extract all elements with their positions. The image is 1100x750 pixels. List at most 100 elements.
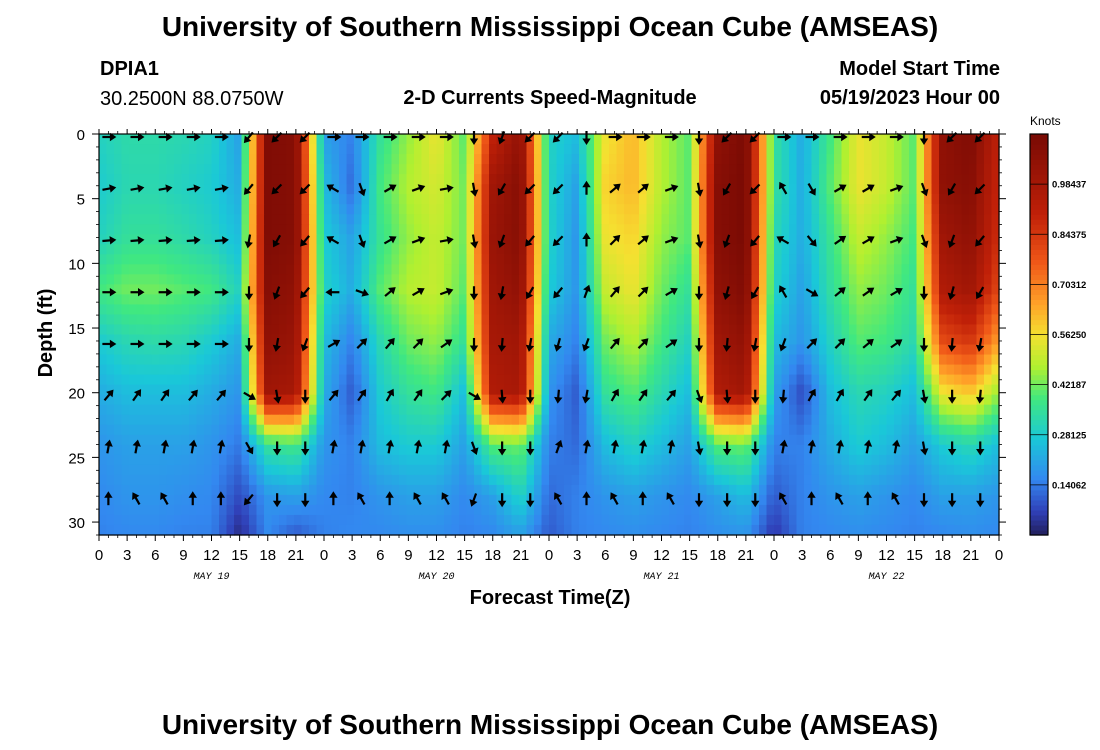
heatmap-cell — [159, 254, 168, 265]
heatmap-cell — [264, 154, 273, 165]
heatmap-cell — [399, 344, 408, 356]
heatmap-cell — [804, 264, 813, 275]
current-arrow — [103, 389, 114, 402]
heatmap-cell — [879, 414, 888, 426]
heatmap-cell — [249, 184, 258, 195]
heatmap-cell — [856, 244, 865, 255]
heatmap-cell — [946, 314, 955, 326]
heatmap-cell — [376, 194, 385, 205]
heatmap-cell — [841, 204, 850, 215]
heatmap-cell — [226, 224, 235, 235]
heatmap-cell — [421, 464, 430, 476]
heatmap-cell — [481, 274, 490, 285]
heatmap-cell — [264, 514, 273, 526]
heatmap-cell — [916, 144, 925, 155]
heatmap-cell — [129, 154, 138, 165]
heatmap-cell — [114, 474, 123, 486]
heatmap-cell — [264, 334, 273, 346]
heatmap-cell — [496, 304, 505, 316]
heatmap-cell — [616, 464, 625, 476]
heatmap-cell — [676, 334, 685, 346]
heatmap-cell — [414, 344, 423, 356]
heatmap-cell — [526, 324, 535, 336]
heatmap-cell — [376, 284, 385, 295]
heatmap-cell — [309, 434, 318, 446]
heatmap-cell — [436, 194, 445, 205]
current-arrow — [439, 132, 454, 142]
current-arrow — [889, 236, 904, 244]
heatmap-cell — [189, 394, 198, 406]
heatmap-cell — [736, 494, 745, 506]
heatmap-cell — [781, 524, 790, 536]
heatmap-cell — [174, 454, 183, 466]
heatmap-cell — [804, 454, 813, 466]
heatmap-cell — [804, 134, 813, 145]
heatmap-cell — [451, 444, 460, 456]
heatmap-cell — [136, 464, 145, 476]
heatmap-cell — [909, 254, 918, 265]
heatmap-cell — [549, 484, 558, 496]
heatmap-cell — [939, 514, 948, 526]
heatmap-cell — [369, 354, 378, 366]
heatmap-cell — [781, 144, 790, 155]
heatmap-cell — [946, 354, 955, 366]
heatmap-cell — [894, 454, 903, 466]
heatmap-cell — [586, 224, 595, 235]
heatmap-cell — [106, 254, 115, 265]
heatmap-cell — [144, 414, 153, 426]
heatmap-cell — [946, 154, 955, 165]
heatmap-cell — [429, 404, 438, 416]
heatmap-cell — [121, 394, 130, 406]
heatmap-cell — [534, 454, 543, 466]
heatmap-cell — [609, 324, 618, 336]
heatmap-cell — [946, 264, 955, 275]
heatmap-cell — [714, 274, 723, 285]
heatmap-cell — [369, 374, 378, 386]
heatmap-cell — [729, 494, 738, 506]
heatmap-cell — [309, 164, 318, 175]
heatmap-cell — [346, 254, 355, 265]
heatmap-cell — [909, 284, 918, 295]
heatmap-cell — [954, 144, 963, 155]
heatmap-cell — [879, 384, 888, 396]
heatmap-cell — [781, 454, 790, 466]
heatmap-cell — [534, 324, 543, 336]
heatmap-cell — [234, 504, 243, 516]
heatmap-cell — [714, 194, 723, 205]
heatmap-cell — [519, 134, 528, 145]
heatmap-cell — [444, 144, 453, 155]
heatmap-cell — [556, 184, 565, 195]
heatmap-cell — [294, 464, 303, 476]
heatmap-cell — [339, 484, 348, 496]
heatmap-cell — [271, 494, 280, 506]
heatmap-cell — [451, 134, 460, 145]
heatmap-cell — [961, 234, 970, 245]
heatmap-cell — [549, 314, 558, 326]
heatmap-cell — [339, 134, 348, 145]
heatmap-cell — [196, 224, 205, 235]
heatmap-cell — [196, 484, 205, 496]
heatmap-cell — [759, 274, 768, 285]
heatmap-cell — [721, 204, 730, 215]
heatmap-cell — [489, 294, 498, 306]
heatmap-cell — [796, 364, 805, 376]
heatmap-cell — [954, 294, 963, 306]
current-arrow — [806, 235, 817, 247]
heatmap-cell — [661, 264, 670, 275]
heatmap-cell — [736, 404, 745, 416]
heatmap-cell — [819, 234, 828, 245]
heatmap-cell — [646, 204, 655, 215]
heatmap-cell — [166, 414, 175, 426]
heatmap-cell — [564, 444, 573, 456]
heatmap-cell — [916, 324, 925, 336]
heatmap-cell — [346, 364, 355, 376]
heatmap-cell — [249, 274, 258, 285]
heatmap-cell — [871, 134, 880, 145]
current-arrow — [497, 337, 507, 352]
heatmap-cell — [871, 354, 880, 366]
heatmap-cell — [594, 374, 603, 386]
heatmap-cell — [571, 484, 580, 496]
heatmap-cell — [691, 234, 700, 245]
heatmap-cell — [144, 404, 153, 416]
heatmap-cell — [144, 484, 153, 496]
